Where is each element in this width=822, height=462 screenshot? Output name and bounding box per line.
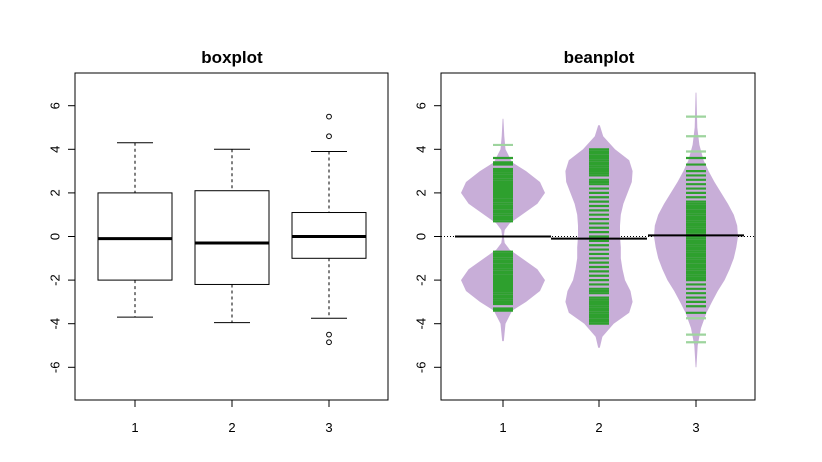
iqr-box [194, 190, 270, 285]
beanplot-panel: beanplot 6 4 2 0 -2 -4 -6 1 2 3 [413, 48, 756, 435]
beanplot-xtick-label: 2 [595, 420, 602, 435]
boxplot-ytick-label: 0 [47, 233, 62, 240]
iqr-box [97, 192, 173, 281]
beanplot-ytick-label: -2 [413, 274, 428, 286]
boxplot-ytick-label: 6 [47, 102, 62, 109]
boxplot-xtick-label: 3 [325, 420, 332, 435]
beanplot-title: beanplot [564, 48, 635, 67]
beanplot-ytick-label: 2 [413, 189, 428, 196]
beanplot-ytick-label: 4 [413, 146, 428, 153]
boxplot-ytick-label: -6 [47, 362, 62, 374]
boxplot-panel: boxplot 6 4 2 0 -2 -4 -6 1 2 3 [47, 48, 389, 435]
outlier-point [326, 331, 332, 338]
boxplot-ytick-label: 4 [47, 146, 62, 153]
beanplot-ytick-label: -4 [413, 318, 428, 330]
outlier-point [326, 339, 332, 346]
boxplot-ytick-label: -4 [47, 318, 62, 330]
box-1 [97, 142, 173, 318]
bean-density [461, 118, 545, 342]
beanplot-ytick-label: 6 [413, 102, 428, 109]
outlier-point [326, 113, 332, 120]
beanplot-xtick-label: 3 [692, 420, 699, 435]
boxplot-xtick-label: 1 [131, 420, 138, 435]
beanplot-ytick-label: -6 [413, 362, 428, 374]
beanplot-ytick-label: 0 [413, 233, 428, 240]
boxplot-ytick-label: -2 [47, 274, 62, 286]
beanplot-xtick-label: 1 [499, 420, 506, 435]
box-2 [194, 148, 270, 324]
outlier-point [326, 133, 332, 140]
boxplot-ytick-label: 2 [47, 189, 62, 196]
bean-3 [648, 92, 744, 368]
bean-1 [455, 118, 551, 342]
boxplot-xtick-label: 2 [228, 420, 235, 435]
box-3 [291, 113, 367, 346]
boxplot-title: boxplot [201, 48, 263, 67]
bean-2 [551, 125, 647, 348]
